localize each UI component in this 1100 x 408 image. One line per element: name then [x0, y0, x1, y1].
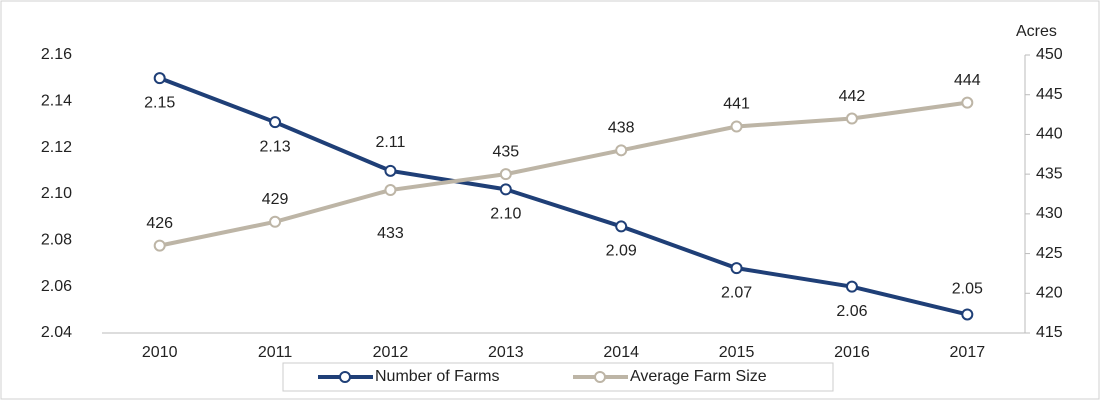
- y2-tick-label: 425: [1036, 245, 1063, 262]
- point: [730, 262, 743, 275]
- point: [269, 116, 282, 129]
- point: [961, 308, 974, 321]
- point: [499, 183, 512, 196]
- y-tick-label: 2.14: [41, 93, 72, 110]
- y-tick-label: 2.16: [41, 46, 72, 63]
- point: [845, 112, 858, 125]
- point: [384, 184, 397, 197]
- legend-marker: [594, 371, 606, 383]
- point: [961, 96, 974, 109]
- point: [153, 72, 166, 85]
- x-tick-label: 2016: [834, 344, 870, 361]
- y2-tick-label: 430: [1036, 205, 1063, 222]
- y2-tick-label: 445: [1036, 86, 1063, 103]
- data-label: 2.06: [836, 303, 867, 320]
- data-label: 441: [723, 96, 750, 113]
- series-line: [159, 100, 968, 248]
- point: [384, 164, 397, 177]
- data-label: 442: [839, 88, 866, 105]
- data-label: 2.09: [606, 243, 637, 260]
- x-tick-label: 2012: [373, 344, 409, 361]
- data-label: 438: [608, 120, 635, 137]
- legend-label: Number of Farms: [375, 368, 499, 385]
- y-tick-label: 2.08: [41, 232, 72, 249]
- point: [730, 120, 743, 133]
- y-tick-label: 2.10: [41, 185, 72, 202]
- y2-tick-label: 435: [1036, 165, 1063, 182]
- x-tick-label: 2017: [950, 344, 986, 361]
- data-label: 444: [954, 72, 981, 89]
- y2-tick-label: 420: [1036, 285, 1063, 302]
- data-label: 2.05: [952, 281, 983, 298]
- point: [499, 168, 512, 181]
- data-label: 2.07: [721, 284, 752, 301]
- data-label: 426: [146, 215, 173, 232]
- x-tick-label: 2014: [603, 344, 639, 361]
- point: [845, 280, 858, 293]
- y-tick-label: 2.04: [41, 324, 72, 341]
- series-line: [158, 76, 968, 317]
- data-label: 433: [377, 225, 404, 242]
- x-tick-label: 2013: [488, 344, 524, 361]
- data-label: 2.13: [259, 138, 290, 155]
- data-label: 429: [262, 191, 289, 208]
- point: [269, 215, 282, 228]
- x-tick-label: 2011: [258, 344, 293, 361]
- x-tick-label: 2015: [719, 344, 755, 361]
- data-label: 2.15: [144, 94, 175, 111]
- y2-axis-label: Acres: [1016, 23, 1057, 40]
- y2-tick-label: 440: [1036, 126, 1063, 143]
- y2-tick-label: 450: [1036, 46, 1063, 63]
- data-label: 2.11: [375, 134, 405, 151]
- y2-tick-label: 415: [1036, 324, 1063, 341]
- data-label: 2.10: [490, 206, 521, 223]
- point: [615, 144, 628, 157]
- point: [615, 220, 628, 233]
- legend-marker: [339, 371, 351, 383]
- y-tick-label: 2.12: [41, 139, 72, 156]
- legend-label: Average Farm Size: [630, 368, 767, 385]
- y-tick-label: 2.06: [41, 278, 72, 295]
- point: [153, 239, 166, 252]
- data-label: 435: [492, 143, 519, 160]
- legend-box: [282, 362, 834, 392]
- x-tick-label: 2010: [142, 344, 178, 361]
